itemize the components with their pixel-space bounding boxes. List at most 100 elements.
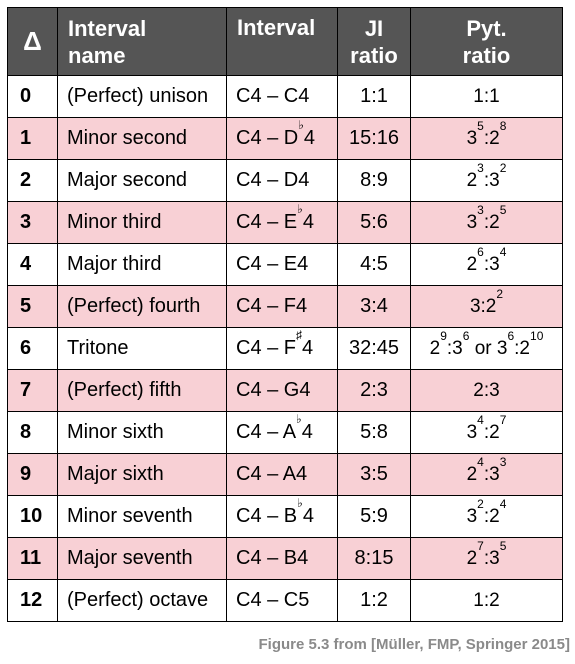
interval-name: (Perfect) octave [67, 589, 209, 611]
ji-ratio-cell: 5:9 [337, 495, 411, 538]
pyt-exponent: 10 [530, 328, 544, 343]
interval-notes: C4 – D [236, 169, 299, 191]
figure-caption: Figure 5.3 from [Müller, FMP, Springer 2… [258, 636, 570, 653]
table-row: 3 Minor third C4 – E♭4 5:6 33:25 [7, 201, 563, 244]
accidental: ♭ [298, 118, 304, 132]
interval-octave: 4 [303, 127, 316, 149]
pyt-base: :3 [483, 169, 500, 191]
header-interval: Interval [226, 7, 338, 76]
interval-notes: C4 – E [236, 253, 298, 275]
interval-name: Tritone [67, 337, 129, 359]
interval-octave: 4 [297, 547, 309, 569]
interval-notes: C4 – C [236, 589, 299, 611]
table-row: 7 (Perfect) fifth C4 – G4 2:3 2:3 [7, 369, 563, 412]
interval-notes: C4 – A [236, 463, 297, 485]
pyt-base: or 3 [469, 337, 508, 359]
interval-name: Minor second [67, 127, 188, 149]
ji-ratio-cell: 3:4 [337, 285, 411, 328]
pyt-base: 3 [466, 211, 478, 233]
pyt-base: 3 [466, 421, 478, 443]
interval-notes-cell: C4 – C4 [226, 75, 338, 118]
pyt-base: :3 [483, 253, 500, 275]
pyt-base: :3 [446, 337, 463, 359]
ji-ratio: 8:9 [360, 169, 388, 191]
table-row: 8 Minor sixth C4 – A♭4 5:8 34:27 [7, 411, 563, 454]
pyt-base: :2 [514, 337, 531, 359]
ji-ratio-cell: 15:16 [337, 117, 411, 160]
header-interval-name-line1: Interval [68, 15, 147, 41]
pyt-exponent: 2 [496, 286, 504, 301]
pyt-exponent: 6 [507, 328, 515, 343]
interval-notes-cell: C4 – A♭4 [226, 411, 338, 454]
ji-ratio: 8:15 [354, 547, 394, 569]
interval-name-cell: Minor sixth [57, 411, 227, 454]
table-row: 9 Major sixth C4 – A4 3:5 24:33 [7, 453, 563, 496]
semitone-cell: 3 [7, 201, 58, 244]
header-ji-line1: JI [364, 15, 384, 41]
interval-notes-cell: C4 – G4 [226, 369, 338, 412]
header-delta: Δ [7, 7, 58, 76]
semitone-value: 0 [20, 85, 32, 107]
interval-name-cell: Major sixth [57, 453, 227, 496]
ji-ratio-cell: 1:2 [337, 579, 411, 622]
interval-name-cell: (Perfect) fourth [57, 285, 227, 328]
ji-ratio-cell: 8:15 [337, 537, 411, 580]
table-row: 4 Major third C4 – E4 4:5 26:34 [7, 243, 563, 286]
interval-notes: C4 – G [236, 379, 300, 401]
table-row: 12 (Perfect) octave C4 – C5 1:2 1:2 [7, 579, 563, 622]
interval-name-cell: Major seventh [57, 537, 227, 580]
pyt-base: :2 [483, 421, 500, 443]
table-row: 6 Tritone C4 – F♯4 32:45 29:36 or 36:210 [7, 327, 563, 370]
pyt-base: :2 [483, 505, 500, 527]
interval-notes: C4 – C [236, 85, 299, 107]
pyt-exponent: 5 [499, 538, 507, 553]
interval-octave: 4 [301, 421, 313, 443]
interval-name: Major second [67, 169, 188, 191]
semitone-cell: 2 [7, 159, 58, 202]
pyt-ratio-cell: 24:33 [410, 453, 563, 496]
interval-notes: C4 – A [236, 421, 297, 443]
semitone-cell: 5 [7, 285, 58, 328]
semitone-cell: 0 [7, 75, 58, 118]
pyt-ratio-cell: 2:3 [410, 369, 563, 412]
semitone-cell: 10 [7, 495, 58, 538]
interval-octave: 4 [299, 379, 311, 401]
semitone-value: 9 [20, 463, 32, 485]
ji-ratio: 3:5 [360, 463, 388, 485]
interval-notes-cell: C4 – D4 [226, 159, 338, 202]
interval-notes: C4 – B [236, 547, 298, 569]
pyt-base: 3 [466, 127, 478, 149]
pyt-base: 2 [466, 463, 478, 485]
ji-ratio: 3:4 [360, 295, 388, 317]
pyt-base: :2 [483, 211, 500, 233]
interval-name-cell: Minor seventh [57, 495, 227, 538]
table-row: 2 Major second C4 – D4 8:9 23:32 [7, 159, 563, 202]
ji-ratio: 32:45 [348, 337, 400, 359]
interval-name: Minor sixth [67, 421, 164, 443]
semitone-cell: 6 [7, 327, 58, 370]
interval-name-cell: Major second [57, 159, 227, 202]
semitone-value: 6 [20, 337, 32, 359]
ji-ratio: 5:8 [360, 421, 388, 443]
semitone-value: 2 [20, 169, 32, 191]
pyt-base: :3 [483, 547, 500, 569]
pyt-exponent: 3 [477, 202, 484, 217]
ji-ratio: 2:3 [360, 379, 388, 401]
header-row: Δ Interval name Interval JI ratio Pyt. r… [7, 7, 563, 76]
pyt-exponent: 3 [477, 160, 484, 175]
header-interval-name: Interval name [57, 7, 227, 76]
interval-name: (Perfect) fifth [67, 379, 182, 401]
ji-ratio-cell: 32:45 [337, 327, 411, 370]
semitone-value: 12 [20, 589, 43, 611]
pyt-base: 1:2 [473, 589, 500, 611]
interval-notes: C4 – D [236, 127, 299, 149]
semitone-value: 4 [20, 253, 32, 275]
interval-octave: 4 [296, 295, 308, 317]
accidental: ♭ [297, 496, 303, 510]
header-interval-name-line2: name [68, 42, 126, 68]
pyt-ratio-cell: 35:28 [410, 117, 563, 160]
interval-notes-cell: C4 – D♭4 [226, 117, 338, 160]
interval-name: Minor third [67, 211, 162, 233]
interval-octave: 4 [302, 505, 314, 527]
pyt-ratio-cell: 34:27 [410, 411, 563, 454]
